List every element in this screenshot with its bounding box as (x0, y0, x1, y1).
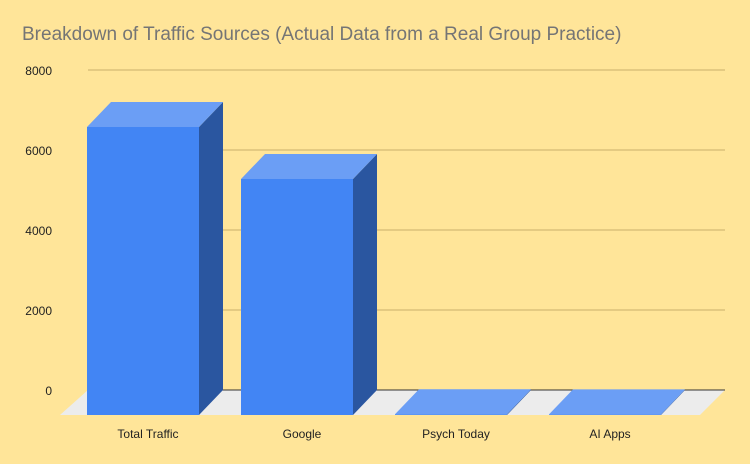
bar-side (199, 102, 223, 415)
bar (87, 127, 199, 415)
chart-title: Breakdown of Traffic Sources (Actual Dat… (22, 24, 622, 45)
y-tick-label: 0 (45, 384, 52, 398)
bar (241, 179, 353, 415)
bar-side (661, 389, 685, 415)
y-tick-label: 2000 (25, 304, 52, 318)
bar-top (87, 102, 223, 127)
x-tick-label: AI Apps (589, 427, 630, 441)
bar-top (549, 389, 685, 415)
bar (549, 414, 661, 415)
y-tick-label: 4000 (25, 224, 52, 238)
x-tick-label: Total Traffic (117, 427, 178, 441)
bar (395, 414, 507, 415)
bar-top (241, 154, 377, 179)
bar-side (353, 154, 377, 415)
y-tick-label: 8000 (25, 64, 52, 78)
y-tick-label: 6000 (25, 144, 52, 158)
x-tick-label: Psych Today (422, 427, 490, 441)
x-tick-label: Google (283, 427, 322, 441)
bar-top (395, 389, 531, 415)
bar-side (507, 389, 531, 415)
